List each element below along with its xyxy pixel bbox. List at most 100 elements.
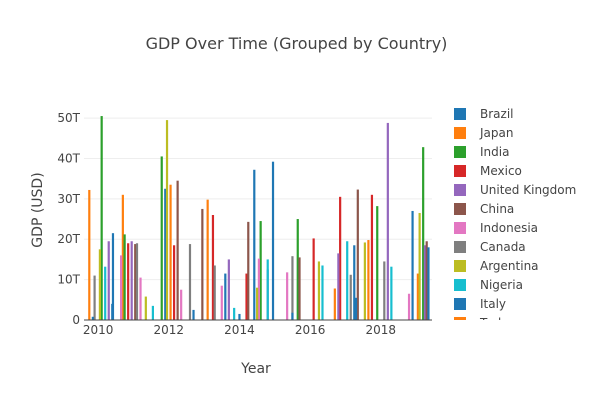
bar bbox=[411, 210, 414, 320]
bar bbox=[144, 296, 147, 320]
legend-swatch bbox=[454, 317, 466, 320]
bar bbox=[247, 221, 250, 320]
bar bbox=[111, 233, 115, 320]
bar bbox=[100, 116, 103, 320]
legend-label: Turkey bbox=[479, 316, 519, 330]
bar bbox=[123, 234, 126, 320]
bar bbox=[286, 272, 289, 320]
y-tick-label: 40T bbox=[57, 151, 80, 165]
legend-swatch bbox=[454, 184, 466, 196]
bar bbox=[233, 307, 236, 320]
bar bbox=[353, 245, 356, 320]
x-tick-label: 2010 bbox=[83, 323, 114, 337]
y-axis-label: GDP (USD) bbox=[30, 172, 46, 247]
bar bbox=[337, 253, 340, 320]
bar bbox=[227, 259, 230, 320]
bar bbox=[418, 212, 421, 320]
bar bbox=[354, 297, 358, 320]
bar bbox=[169, 184, 172, 320]
legend-label: Canada bbox=[480, 240, 526, 254]
y-tick-label: 30T bbox=[57, 192, 80, 206]
bar bbox=[349, 274, 352, 320]
bar bbox=[317, 261, 321, 320]
legend-label: Brazil bbox=[480, 107, 514, 121]
bar bbox=[339, 196, 342, 320]
bar bbox=[321, 265, 324, 320]
legend-swatch bbox=[454, 279, 466, 291]
legend-label: Mexico bbox=[480, 164, 522, 178]
bar bbox=[164, 188, 167, 320]
legend-swatch bbox=[454, 203, 466, 215]
legend-label: China bbox=[480, 202, 514, 216]
legend-label: Nigeria bbox=[480, 278, 523, 292]
chart-title: GDP Over Time (Grouped by Country) bbox=[146, 34, 448, 53]
legend-label: Italy bbox=[480, 297, 506, 311]
bar bbox=[134, 244, 137, 320]
legend-swatch bbox=[454, 222, 466, 234]
legend-label: India bbox=[480, 145, 509, 159]
bar bbox=[407, 293, 411, 320]
bar bbox=[211, 215, 215, 320]
bar bbox=[165, 120, 169, 320]
bar bbox=[298, 257, 301, 320]
bar bbox=[111, 303, 114, 320]
bar bbox=[139, 277, 142, 320]
bar bbox=[238, 313, 241, 320]
bar bbox=[253, 169, 256, 320]
bar bbox=[271, 161, 275, 320]
bar bbox=[291, 256, 294, 320]
bar bbox=[370, 194, 374, 320]
bar bbox=[224, 273, 227, 320]
bar bbox=[130, 241, 133, 320]
legend-label: Argentina bbox=[480, 259, 539, 273]
y-tick-label: 10T bbox=[57, 273, 80, 287]
bar bbox=[121, 194, 124, 320]
bar bbox=[188, 244, 192, 320]
bar bbox=[363, 242, 366, 320]
legend-swatch bbox=[454, 260, 466, 272]
y-tick-label: 20T bbox=[57, 232, 80, 246]
bar bbox=[206, 199, 209, 320]
bar bbox=[135, 243, 139, 320]
x-tick-label: 2014 bbox=[224, 323, 255, 337]
bar bbox=[192, 309, 195, 320]
bar bbox=[98, 249, 101, 320]
y-tick-label: 0 bbox=[72, 313, 80, 327]
bar bbox=[386, 122, 389, 320]
legend-label: Japan bbox=[479, 126, 513, 140]
bar bbox=[333, 288, 336, 320]
bar bbox=[151, 305, 154, 320]
bar bbox=[390, 266, 393, 320]
bar bbox=[127, 243, 130, 320]
bar bbox=[422, 147, 425, 320]
legend: Brazil Japan India Mexico United Kingdom Chin… bbox=[454, 107, 576, 330]
bar bbox=[245, 273, 248, 320]
bar bbox=[423, 245, 427, 320]
bar bbox=[88, 189, 91, 320]
bars-group bbox=[88, 116, 430, 320]
legend-swatch bbox=[454, 108, 466, 120]
bar bbox=[356, 189, 359, 320]
legend-swatch bbox=[454, 146, 466, 158]
legend-swatch bbox=[454, 127, 466, 139]
legend-swatch bbox=[454, 165, 466, 177]
bar bbox=[367, 240, 370, 320]
bar bbox=[266, 259, 269, 320]
bar bbox=[259, 221, 262, 320]
bar bbox=[425, 241, 428, 320]
legend-label: United Kingdom bbox=[480, 183, 576, 197]
x-tick-label: 2018 bbox=[365, 323, 396, 337]
bar bbox=[180, 289, 183, 320]
bar bbox=[176, 180, 179, 320]
gridlines bbox=[84, 117, 432, 281]
bar bbox=[383, 261, 386, 320]
bar bbox=[93, 275, 96, 320]
bar bbox=[291, 312, 294, 320]
bar bbox=[119, 255, 123, 320]
bar bbox=[346, 241, 349, 320]
bar bbox=[376, 206, 379, 320]
bar bbox=[220, 285, 223, 320]
bar bbox=[104, 266, 107, 320]
